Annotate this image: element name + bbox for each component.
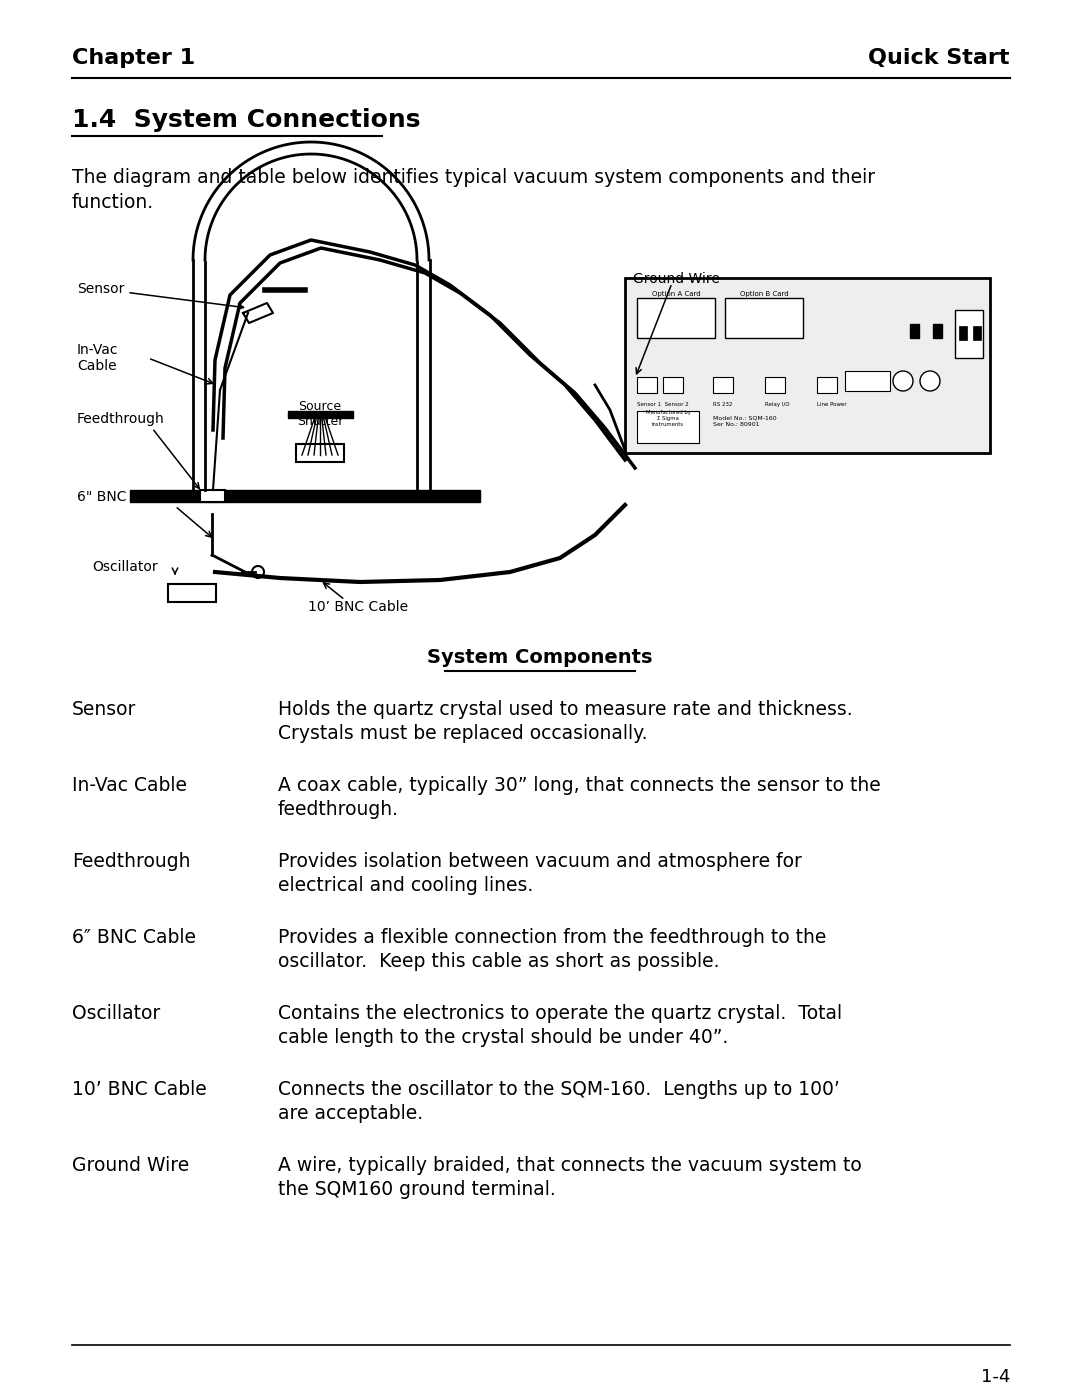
Bar <box>816 377 837 393</box>
Text: Sensor: Sensor <box>72 700 136 719</box>
Text: In-Vac Cable: In-Vac Cable <box>72 775 187 795</box>
Bar <box>910 324 919 338</box>
Bar <box>637 298 715 338</box>
Bar <box>288 411 353 418</box>
Text: 10’ BNC Cable: 10’ BNC Cable <box>308 599 408 615</box>
Bar <box>168 584 216 602</box>
Text: Feedthrough: Feedthrough <box>72 852 190 870</box>
Text: Chapter 1: Chapter 1 <box>72 47 195 68</box>
Text: Provides isolation between vacuum and atmosphere for
electrical and cooling line: Provides isolation between vacuum and at… <box>278 852 801 895</box>
Bar <box>200 490 225 502</box>
Text: Model No.: SQM-160
Ser No.: 80901: Model No.: SQM-160 Ser No.: 80901 <box>713 415 777 427</box>
Text: Quick Start: Quick Start <box>868 47 1010 68</box>
Text: Option B Card: Option B Card <box>740 291 788 298</box>
Bar <box>955 310 983 358</box>
Text: RS 232: RS 232 <box>713 402 732 407</box>
Text: Ground Wire: Ground Wire <box>633 272 720 286</box>
Text: In-Vac
Cable: In-Vac Cable <box>77 344 119 373</box>
Circle shape <box>252 566 264 578</box>
Text: Sensor: Sensor <box>77 282 244 310</box>
Text: Ground Wire: Ground Wire <box>72 1155 189 1175</box>
Bar <box>713 377 733 393</box>
Text: Connects the oscillator to the SQM-160.  Lengths up to 100’
are acceptable.: Connects the oscillator to the SQM-160. … <box>278 1080 840 1123</box>
Bar <box>973 326 981 339</box>
Bar <box>637 411 699 443</box>
Circle shape <box>920 372 940 391</box>
Bar <box>725 298 804 338</box>
Text: 6″ BNC Cable: 6″ BNC Cable <box>72 928 195 947</box>
Text: 1-4: 1-4 <box>981 1368 1010 1386</box>
Bar <box>765 377 785 393</box>
Text: Feedthrough: Feedthrough <box>77 412 165 426</box>
Text: Oscillator: Oscillator <box>92 560 158 574</box>
Text: A wire, typically braided, that connects the vacuum system to
the SQM160 ground : A wire, typically braided, that connects… <box>278 1155 862 1199</box>
Text: 6" BNC Cable: 6" BNC Cable <box>77 490 171 504</box>
Text: System Components: System Components <box>428 648 652 666</box>
Bar <box>637 377 657 393</box>
Text: Manufactured by
Σ Sigma
instruments: Manufactured by Σ Sigma instruments <box>646 409 690 427</box>
Text: Option A Card: Option A Card <box>651 291 700 298</box>
Text: Source
Shutter: Source Shutter <box>297 400 343 427</box>
Text: 1.4  System Connections: 1.4 System Connections <box>72 108 420 131</box>
Bar <box>959 326 967 339</box>
Circle shape <box>893 372 913 391</box>
Text: Oscillator: Oscillator <box>72 1004 160 1023</box>
Text: 10’ BNC Cable: 10’ BNC Cable <box>72 1080 206 1099</box>
Bar <box>663 377 683 393</box>
Text: Line Power: Line Power <box>816 402 847 407</box>
Bar <box>625 278 990 453</box>
Text: Provides a flexible connection from the feedthrough to the
oscillator.  Keep thi: Provides a flexible connection from the … <box>278 928 826 971</box>
Text: A coax cable, typically 30” long, that connects the sensor to the
feedthrough.: A coax cable, typically 30” long, that c… <box>278 775 881 819</box>
Bar <box>933 324 942 338</box>
Text: The diagram and table below identifies typical vacuum system components and thei: The diagram and table below identifies t… <box>72 168 875 212</box>
Bar <box>845 372 890 391</box>
Text: Holds the quartz crystal used to measure rate and thickness.
Crystals must be re: Holds the quartz crystal used to measure… <box>278 700 852 743</box>
Text: Contains the electronics to operate the quartz crystal.  Total
cable length to t: Contains the electronics to operate the … <box>278 1004 842 1048</box>
Text: Relay I/O: Relay I/O <box>765 402 789 407</box>
Text: Sensor 1  Sensor 2: Sensor 1 Sensor 2 <box>637 402 689 407</box>
Bar <box>296 444 345 462</box>
Bar <box>130 490 480 502</box>
